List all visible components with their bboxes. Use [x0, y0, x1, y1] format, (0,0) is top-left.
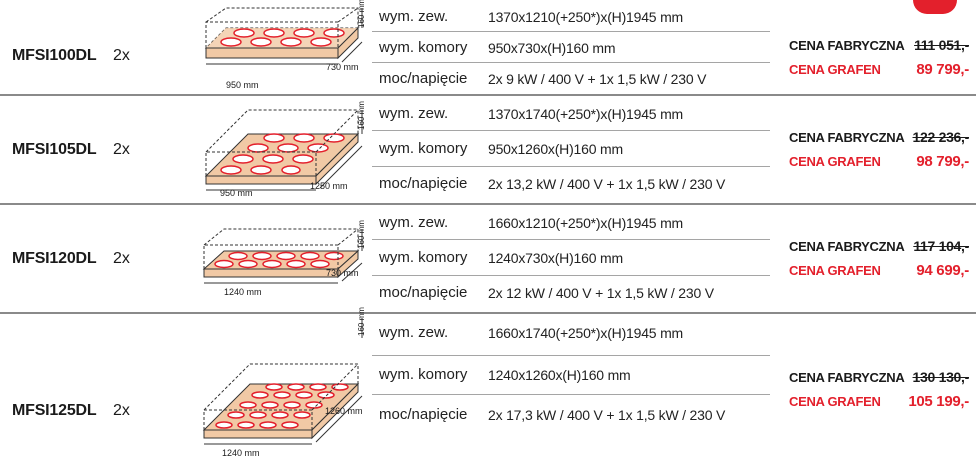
row-separator: [0, 94, 976, 96]
spec-divider: [372, 130, 770, 131]
price-factory-label: CENA FABRYCZNA: [789, 370, 905, 385]
spec-value-power: 2x 12 kW / 400 V + 1x 1,5 kW / 230 V: [488, 285, 714, 301]
spec-divider: [372, 394, 770, 395]
price-factory-label: CENA FABRYCZNA: [789, 38, 905, 53]
dim-width: 950 mm: [226, 80, 259, 90]
model-name: MFSI120DL: [12, 250, 97, 267]
spec-value-ext: 1660x1740(+250*)x(H)1945 mm: [488, 325, 683, 341]
spec-label-power: moc/napięcie: [379, 284, 468, 301]
corner-badge: [913, 0, 957, 14]
price-grafen-value: 105 199,-: [908, 393, 969, 410]
dim-width: 1240 mm: [222, 448, 260, 458]
price-grafen-label: CENA GRAFEN: [789, 394, 881, 409]
spec-divider: [372, 166, 770, 167]
spec-label-chamber: wym. komory: [379, 249, 468, 266]
spec-label-chamber: wym. komory: [379, 39, 468, 56]
price-grafen-value: 89 799,-: [916, 61, 969, 78]
chamber-count: 2x: [113, 141, 130, 158]
dim-height: 160 mm: [357, 220, 366, 249]
dim-depth: 730 mm: [326, 268, 359, 278]
spec-label-power: moc/napięcie: [379, 406, 468, 423]
price-grafen-label: CENA GRAFEN: [789, 62, 881, 77]
price-grafen-label: CENA GRAFEN: [789, 263, 881, 278]
spec-divider: [372, 62, 770, 63]
price-factory-value: 111 051,-: [914, 37, 969, 53]
model-name: MFSI125DL: [12, 402, 97, 419]
product-row: MFSI105DL 2x 160 mm 1250 mm 950 mm wym. …: [0, 96, 976, 203]
spec-divider: [372, 355, 770, 356]
spec-label-ext: wym. zew.: [379, 324, 449, 341]
spec-label-power: moc/napięcie: [379, 175, 468, 192]
dim-width: 950 mm: [220, 188, 253, 198]
spec-value-ext: 1660x1210(+250*)x(H)1945 mm: [488, 215, 683, 231]
spec-label-ext: wym. zew.: [379, 8, 449, 25]
oven-chamber-diagram: [202, 228, 363, 284]
dim-depth: 1260 mm: [325, 406, 363, 416]
chamber-count: 2x: [113, 250, 130, 267]
spec-label-ext: wym. zew.: [379, 214, 449, 231]
price-factory-label: CENA FABRYCZNA: [789, 130, 905, 145]
spec-value-chamber: 950x1260x(H)160 mm: [488, 141, 623, 157]
chamber-count: 2x: [113, 47, 130, 64]
price-factory-value: 117 104,-: [913, 238, 969, 254]
spec-value-power: 2x 17,3 kW / 400 V + 1x 1,5 kW / 230 V: [488, 407, 726, 423]
oven-chamber-diagram: [204, 109, 363, 191]
spec-value-ext: 1370x1740(+250*)x(H)1945 mm: [488, 106, 683, 122]
spec-divider: [372, 275, 770, 276]
dim-height: 160 mm: [357, 101, 366, 130]
chamber-count: 2x: [113, 402, 130, 419]
product-row: MFSI100DL 2x 160 mm 730 mm 950 mm wym. z…: [0, 0, 976, 94]
spec-value-chamber: 1240x1260x(H)160 mm: [488, 367, 631, 383]
price-grafen-label: CENA GRAFEN: [789, 154, 881, 169]
dim-depth: 1250 mm: [310, 181, 348, 191]
model-name: MFSI100DL: [12, 47, 97, 64]
row-separator: [0, 312, 976, 314]
spec-label-power: moc/napięcie: [379, 70, 468, 87]
dim-width: 1240 mm: [224, 287, 262, 297]
spec-value-chamber: 950x730x(H)160 mm: [488, 40, 616, 56]
dim-height: 160 mm: [357, 307, 366, 336]
price-grafen-value: 98 799,-: [916, 153, 969, 170]
spec-value-power: 2x 13,2 kW / 400 V + 1x 1,5 kW / 230 V: [488, 176, 726, 192]
spec-label-chamber: wym. komory: [379, 140, 468, 157]
spec-divider: [372, 239, 770, 240]
oven-chamber-diagram: [202, 318, 363, 445]
spec-value-power: 2x 9 kW / 400 V + 1x 1,5 kW / 230 V: [488, 71, 707, 87]
price-factory-value: 122 236,-: [912, 129, 970, 145]
oven-chamber-diagram: [204, 7, 363, 65]
spec-value-chamber: 1240x730x(H)160 mm: [488, 250, 623, 266]
row-separator: [0, 203, 976, 205]
spec-divider: [372, 31, 770, 32]
price-factory-value: 130 130,-: [912, 369, 970, 385]
spec-value-ext: 1370x1210(+250*)x(H)1945 mm: [488, 9, 683, 25]
spec-label-chamber: wym. komory: [379, 366, 468, 383]
product-row: MFSI125DL 2x 160 mm 1260 mm 1240 mm wym.…: [0, 307, 976, 461]
spec-label-ext: wym. zew.: [379, 105, 449, 122]
dim-height: 160 mm: [357, 0, 366, 28]
dim-depth: 730 mm: [326, 62, 359, 72]
model-name: MFSI105DL: [12, 141, 97, 158]
product-row: MFSI120DL 2x 160 mm 730 mm 1240 mm wym. …: [0, 205, 976, 312]
price-grafen-value: 94 699,-: [916, 262, 969, 279]
price-factory-label: CENA FABRYCZNA: [789, 239, 905, 254]
